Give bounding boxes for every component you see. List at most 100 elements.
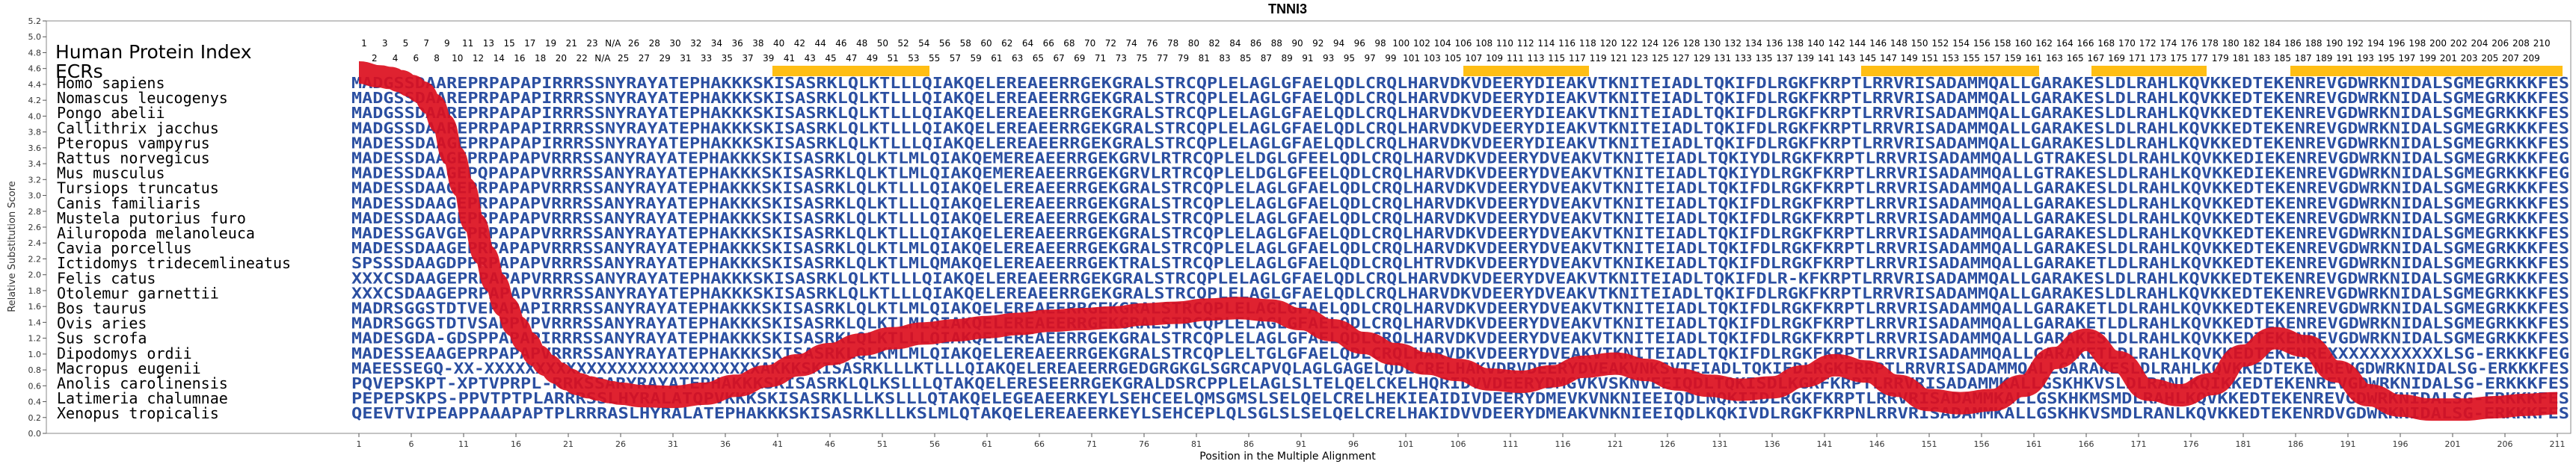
x-tick-label: 201 (2445, 439, 2461, 449)
hpi-row1-label: 188 (2305, 38, 2323, 49)
hpi-row2-label: 171 (2129, 53, 2146, 64)
hpi-row1-label: 78 (1167, 38, 1178, 49)
hpi-row2-label: 117 (1569, 53, 1586, 64)
hpi-row2-label: 2 (372, 53, 378, 64)
x-tick-label: 191 (2340, 439, 2356, 449)
hpi-row2-label: 81 (1199, 53, 1210, 64)
y-tick-label: 1.4 (28, 318, 42, 327)
hpi-row2-label: 109 (1486, 53, 1503, 64)
x-tick-label: 56 (929, 439, 940, 449)
hpi-row2-label: 131 (1714, 53, 1731, 64)
hpi-row2-label: 113 (1528, 53, 1545, 64)
hpi-row1-label: 32 (690, 38, 701, 49)
hpi-row2-label: 199 (2419, 53, 2436, 64)
species-name: Mus musculus (57, 164, 165, 182)
hpi-row2-label: 22 (577, 53, 588, 64)
hpi-row1-label: 134 (1745, 38, 1762, 49)
y-tick-label: 4.6 (28, 64, 42, 74)
hpi-row2-label: 37 (742, 53, 753, 64)
chart-title: TNNI3 (1268, 1, 1307, 16)
hpi-row1-label: 80 (1188, 38, 1199, 49)
hpi-row1-label: 9 (444, 38, 450, 49)
hpi-row1-label: 174 (2160, 38, 2177, 49)
hpi-row1-label: 72 (1105, 38, 1116, 49)
hpi-row1-label: 13 (483, 38, 494, 49)
y-tick-label: 2.4 (28, 238, 42, 248)
hpi-row2-label: 123 (1631, 53, 1648, 64)
hpi-row2-label: 71 (1095, 53, 1106, 64)
hpi-row2-label: 125 (1652, 53, 1669, 64)
y-tick-label: 1.2 (28, 334, 42, 344)
hpi-row1-label: 202 (2450, 38, 2468, 49)
hpi-row2-label: 45 (825, 53, 836, 64)
sequence-row: MADGSSDAAREPRPAPAPIRRRSSNYRAYATEPHAKKKSK… (351, 74, 2569, 92)
x-tick-label: 181 (2236, 439, 2251, 449)
hpi-row1-label: 196 (2388, 38, 2406, 49)
hpi-row2-label: 89 (1282, 53, 1293, 64)
hpi-row1-label: 36 (732, 38, 743, 49)
hpi-row1-label: 102 (1413, 38, 1430, 49)
hpi-row1-label: 38 (752, 38, 763, 49)
x-tick-label: 101 (1398, 439, 1414, 449)
hpi-row1-label: 164 (2056, 38, 2074, 49)
hpi-row2-label: 4 (393, 53, 399, 64)
sequence-row: MADESSDAAGEPRPAPAPVRRRSSANYRAYATEPHAKKKS… (351, 194, 2569, 212)
hpi-row2-label: 147 (1880, 53, 1897, 64)
hpi-row1-label: 56 (939, 38, 950, 49)
x-tick-label: 131 (1712, 439, 1728, 449)
hpi-row2-label: 69 (1074, 53, 1085, 64)
hpi-row2-label: 27 (639, 53, 650, 64)
hpi-row2-label: 197 (2398, 53, 2415, 64)
hpi-row2-label: 29 (659, 53, 670, 64)
y-tick-label: 5.0 (28, 32, 42, 42)
y-axis-label: Relative Substitution Score (7, 181, 18, 312)
hpi-row2-label: 153 (1942, 53, 1959, 64)
hpi-row2-label: 14 (494, 53, 505, 64)
hpi-row2-label: 129 (1693, 53, 1710, 64)
hpi-row1-label: 144 (1848, 38, 1866, 49)
species-name: Otolemur garnettii (57, 284, 219, 302)
hpi-row2-label: 173 (2150, 53, 2167, 64)
hpi-row1-label: 190 (2326, 38, 2343, 49)
x-tick-label: 96 (1348, 439, 1359, 449)
hpi-row1-label: 44 (814, 38, 826, 49)
hpi-row1-label: 140 (1807, 38, 1825, 49)
species-name: Macropus eugenii (57, 359, 201, 377)
hpi-row2-label: 20 (556, 53, 567, 64)
species-name: Latimeria chalumnae (57, 389, 228, 407)
hpi-row2-label: 133 (1735, 53, 1752, 64)
sequence-row: MADESSDAAGEPRPAPAPVRRRSSANYRAYATEPHAKKKS… (351, 239, 2569, 257)
hpi-row1-label: N/A (605, 38, 621, 49)
sequence-row: MADGSSDAAREPRPAPAPIRRRSSNYRAYATEPHAKKKSK… (351, 89, 2569, 107)
hpi-row2-label: 79 (1178, 53, 1189, 64)
hpi-row2-label: 161 (2025, 53, 2042, 64)
x-tick-label: 146 (1869, 439, 1885, 449)
hpi-row2-label: 91 (1302, 53, 1313, 64)
hpi-row2-label: 6 (413, 53, 419, 64)
substitution-score-curve (358, 61, 2558, 421)
y-tick-label: 5.2 (28, 16, 42, 26)
hpi-row2-label: 99 (1385, 53, 1396, 64)
hpi-row2-label: 165 (2067, 53, 2084, 64)
hpi-row1-label: 176 (2180, 38, 2198, 49)
x-tick-label: 81 (1191, 439, 1202, 449)
y-tick-label: 0.2 (28, 413, 42, 423)
x-tick-label: 196 (2393, 439, 2409, 449)
species-name: Bos taurus (57, 300, 147, 318)
hpi-row2-label: 85 (1240, 53, 1251, 64)
sequence-row: SPSSSDAAGDPPRPAPAPVRRRSSANYRAYATEPHAKKKS… (351, 254, 2569, 272)
hpi-row1-label: 184 (2263, 38, 2281, 49)
hpi-row2-label: 139 (1797, 53, 1814, 64)
x-tick-label: 36 (720, 439, 731, 449)
hpi-row1-label: 86 (1250, 38, 1261, 49)
sequence-row: MADGSSDAAREPRPAPAPIRRRSSNYRAYATEPHAKKKSK… (351, 104, 2569, 122)
hpi-row2-label: 207 (2502, 53, 2519, 64)
ecr-bar (1861, 66, 2039, 76)
hpi-row2-label: 159 (2004, 53, 2021, 64)
hpi-row2-label: 77 (1157, 53, 1168, 64)
hpi-row2-label: 59 (971, 53, 982, 64)
hpi-row1-label: 19 (545, 38, 556, 49)
x-tick-label: 16 (511, 439, 521, 449)
hpi-row2-label: 157 (1984, 53, 2001, 64)
hpi-row1-label: 42 (794, 38, 805, 49)
